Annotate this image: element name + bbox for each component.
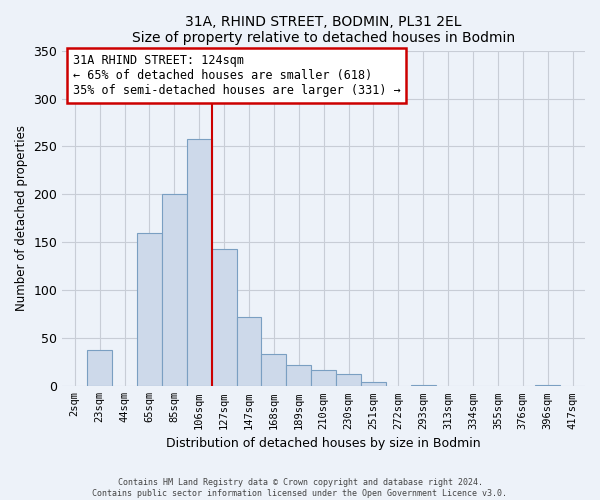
Bar [137, 233, 162, 386]
Text: 31A RHIND STREET: 124sqm
← 65% of detached houses are smaller (618)
35% of semi-: 31A RHIND STREET: 124sqm ← 65% of detach… [73, 54, 400, 97]
Bar [311, 370, 336, 386]
Title: 31A, RHIND STREET, BODMIN, PL31 2EL
Size of property relative to detached houses: 31A, RHIND STREET, BODMIN, PL31 2EL Size… [132, 15, 515, 45]
Bar [361, 382, 386, 386]
Bar [162, 194, 187, 386]
X-axis label: Distribution of detached houses by size in Bodmin: Distribution of detached houses by size … [166, 437, 481, 450]
Bar [236, 317, 262, 386]
Text: Contains HM Land Registry data © Crown copyright and database right 2024.
Contai: Contains HM Land Registry data © Crown c… [92, 478, 508, 498]
Bar [212, 249, 236, 386]
Bar [286, 365, 311, 386]
Bar [336, 374, 361, 386]
Bar [87, 350, 112, 387]
Y-axis label: Number of detached properties: Number of detached properties [15, 126, 28, 312]
Bar [262, 354, 286, 386]
Bar [187, 139, 212, 386]
